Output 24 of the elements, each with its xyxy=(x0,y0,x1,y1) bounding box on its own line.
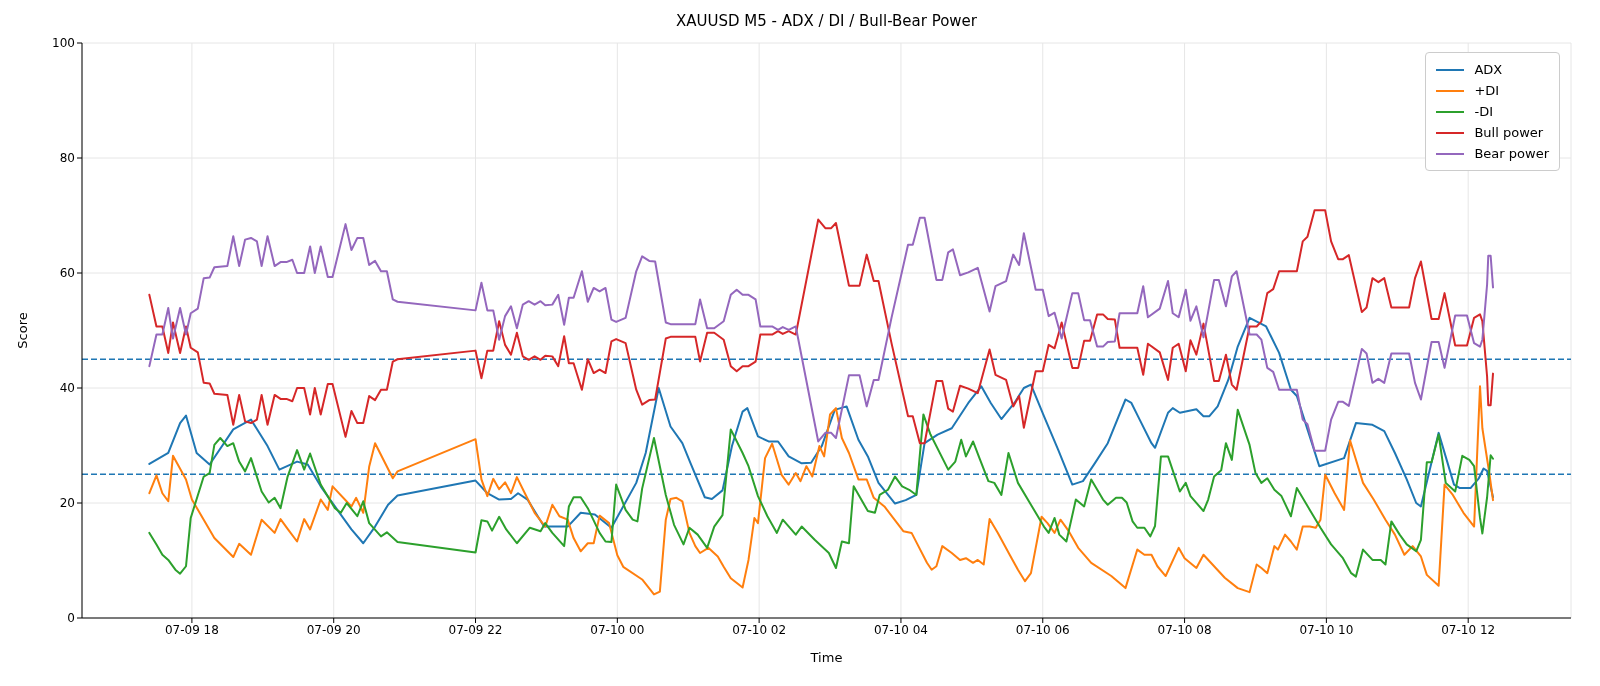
x-tick-label: 07-10 00 xyxy=(590,622,645,637)
chart-title: XAUUSD M5 - ADX / DI / Bull-Bear Power xyxy=(675,12,978,30)
legend-label: ADX xyxy=(1474,62,1503,77)
y-tick-label: 0 xyxy=(67,611,75,626)
legend-label: +DI xyxy=(1474,83,1500,98)
y-tick-label: 40 xyxy=(59,381,75,396)
y-tick-label: 100 xyxy=(52,36,75,51)
x-tick-label: 07-10 10 xyxy=(1299,622,1354,637)
x-tick-label: 07-09 20 xyxy=(306,622,361,637)
y-tick-label: 80 xyxy=(59,151,75,166)
y-tick-label: 60 xyxy=(59,266,75,281)
legend-label: Bear power xyxy=(1474,146,1549,161)
x-tick-label: 07-10 02 xyxy=(732,622,787,637)
x-tick-label: 07-10 04 xyxy=(873,622,928,637)
y-tick-label: 20 xyxy=(59,496,75,511)
x-axis-title: Time xyxy=(809,650,843,665)
x-tick-label: 07-09 22 xyxy=(448,622,503,637)
x-tick-label: 07-10 08 xyxy=(1157,622,1212,637)
x-tick-label: 07-10 06 xyxy=(1015,622,1070,637)
legend-label: Bull power xyxy=(1474,125,1544,140)
y-axis-title: Score xyxy=(14,312,30,349)
x-tick-label: 07-09 18 xyxy=(164,622,219,637)
x-tick-label: 07-10 12 xyxy=(1441,622,1496,637)
legend-label: -DI xyxy=(1474,104,1493,119)
